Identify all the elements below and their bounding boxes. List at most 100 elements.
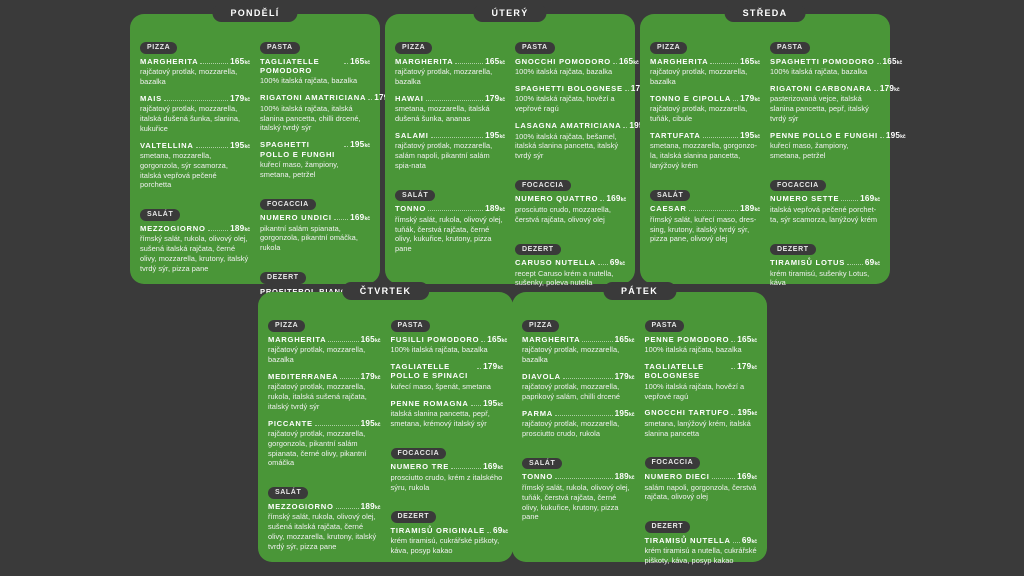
menu-item: TAGLIATELLE BOLOGNESE 179kč 100% italská r… [645,362,758,402]
menu-item-header: TIRAMISŮ NUTELLA 69kč [645,536,758,546]
menu-item-header: HAWAI 179kč [395,94,505,104]
menu-item-name: GNOCCHI TARTUFO [644,408,730,418]
category-tag: DEZERT [390,511,437,523]
price-currency: kč [244,96,250,103]
menu-item-header: MEZZOGIORNO 189kč [268,502,381,512]
menu-item-header: MARGHERITA 165kč [522,335,635,345]
dot-leader [873,89,878,91]
section-spacer [260,260,370,266]
section-spacer [391,436,504,442]
menu-column-2: PASTA PENNE POMODORO 165kč 100% italská raj… [644,314,758,565]
menu-item-name: HAWAI [395,93,424,103]
menu-item: TAGLIATELLE POLLO E SPINACI 179kč kuřecí m… [391,362,504,392]
menu-item-name: FUSILLI POMODORO [390,334,480,344]
menu-item: VALTELLINA 195kč smetana, mozzarella, gorg… [140,141,250,191]
price-value: 179 [360,371,375,381]
day-card-pondeli: PONDĚLÍ PIZZA MARGHERITA 165kč rajčatový pro… [130,4,394,316]
menu-item-header: TAGLIATELLE BOLOGNESE 179kč [645,362,758,381]
menu-item-price: 169kč [860,194,880,204]
menu-item: RIGATONI AMATRICIANA179kč100% italská ra… [260,93,394,133]
price-currency: kč [894,86,900,93]
menu-item-price: 189kč [740,204,760,214]
menu-item-description: rajčatový protlak, mozzarella, paprikový… [522,382,621,401]
price-currency: kč [754,59,760,66]
dot-leader [314,424,359,426]
category-tag: PASTA [260,42,300,54]
menu-item-description: smetana, mozzarella, italská dušená šunk… [395,104,490,123]
menu-item-description: kuřecí maso, špenát, smetana [390,381,491,391]
menu-item-name: MARGHERITA [140,56,199,66]
price-value: 165 [485,56,500,66]
dot-leader [425,99,484,101]
menu-item-name: NUMERO DIECI [644,471,710,481]
dot-leader [624,89,629,91]
price-value: 195 [740,130,755,140]
price-value: 195 [614,408,629,418]
menu-item-description: rajčatový protlak, mozzarella, bazalka [395,67,493,86]
category-tag: SALÁT [522,457,563,470]
dot-leader [470,404,482,406]
dot-leader [333,219,349,221]
menu-item-name: RIGATONI CARBONARA [770,83,872,93]
category-tag: SALÁT [650,189,691,202]
menu-item-description: salám napoli, gorgonzola, čerstvá rajčat… [644,482,757,502]
menu-column-1: PIZZA MARGHERITA 165kč rajčatový protlak, m… [268,314,381,554]
menu-item-header: PENNE POMODORO 165kč [645,335,758,345]
menu-item-name: TONNO [395,204,427,214]
price-value: 179 [879,83,895,93]
category-tag: SALÁT [395,189,436,202]
menu-item-name: TAGLIATELLE POLLO E SPINACI [390,361,468,381]
category-tag: PASTA [644,320,685,332]
category-tag: FOCACCIA [644,457,701,469]
category-tag: DEZERT [260,272,306,284]
menu-column-1: PIZZA MARGHERITA 165kč rajčatový protlak, m… [140,36,250,276]
menu-item-description: rajčatový protlak, mozzarella, salám nap… [395,141,493,170]
price-currency: kč [501,337,508,344]
price-currency: kč [751,411,758,418]
menu-item: DIAVOLA 179kč rajčatový protlak, mozzarell… [522,372,635,402]
menu-item-price: 189kč [361,502,381,512]
menu-item: NUMERO DIECI 169kč salám napoli, gorgonzol… [645,472,758,502]
price-value: 165 [737,334,752,344]
menu-item-header: NUMERO SETTE 169kč [770,194,880,204]
menu-item-header: MARGHERITA 165kč [268,335,381,345]
menu-item-price: 195kč [361,419,381,429]
dot-leader [688,210,739,212]
menu-item: SPAGHETTI POMODORO 165kč 100% italská rajč… [770,56,902,77]
menu-item-price: 179kč [485,94,505,104]
menu-item: LASAGNA AMATRICIANA195kč100% italská raj… [515,121,649,161]
price-value: 195 [885,130,901,140]
day-card-ctvrtek: ČTVRTEK PIZZA MARGHERITA 165kč rajčatový pro… [258,282,513,562]
menu-item-header: TIRAMISŮ ORIGINALE 69kč [391,526,509,536]
dot-leader [207,229,229,231]
menu-item: NUMERO QUATTRO 169kč prosciutto crudo, moz… [515,194,627,224]
menu-item-name: TIRAMISŮ NUTELLA [644,535,731,545]
menu-item-description: rajčatový protlak, mozzarella, tuňák, ci… [650,104,748,123]
menu-item-price: 165kč [487,335,507,345]
menu-item-name: GNOCCHI POMODORO [515,56,611,66]
menu-item-price: 169kč [483,462,503,472]
section-spacer [770,168,880,174]
price-currency: kč [874,261,880,267]
menu-item-price: 69kč [742,536,757,546]
menu-item-name: SPAGHETTI POMODORO [770,56,875,66]
price-value: 179 [374,93,389,103]
day-columns: PIZZA MARGHERITA 165kč rajčatový protlak, m… [140,36,394,316]
price-value: 195 [629,120,644,130]
price-currency: kč [620,197,627,204]
menu-item-header: MAIS 179kč [140,94,250,104]
menu-item-name: VALTELLINA [140,140,194,150]
dot-leader [481,340,486,342]
dot-leader [430,136,484,138]
price-currency: kč [374,337,381,344]
menu-column-1: PIZZA MARGHERITA 165kč rajčatový protlak, m… [650,36,760,276]
dot-leader [455,62,484,64]
price-value: 69 [864,258,875,267]
menu-item-description: pasterizovaná vejce, italská slanina pan… [770,94,869,123]
dot-leader [340,377,359,379]
menu-item-header: PICCANTE 195kč [268,419,381,429]
price-value: 179 [630,83,646,93]
menu-item-name: CAESAR [650,204,687,214]
